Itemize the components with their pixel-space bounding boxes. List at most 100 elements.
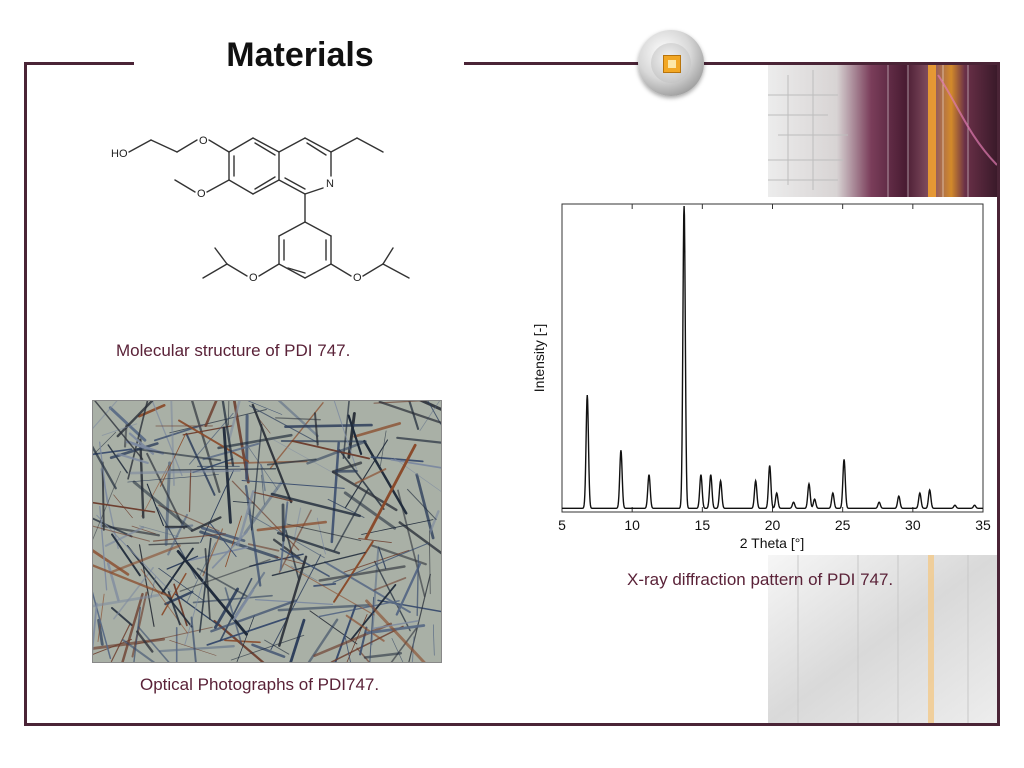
crystal-needle [93, 431, 117, 456]
crystal-needle [347, 411, 356, 459]
crystal-needle [129, 469, 241, 475]
crystal-needle [407, 488, 437, 520]
crystal-needle [228, 401, 230, 426]
crystal-needle [398, 521, 441, 555]
crystal-needle [371, 620, 419, 630]
crystal-needle [378, 401, 441, 424]
crystal-needle [146, 452, 186, 530]
crystal-needle [222, 426, 232, 524]
slide-title: Materials [226, 36, 374, 74]
atom-label-o1: O [199, 135, 208, 147]
crystal-needle [208, 521, 237, 557]
crystal-needle [97, 618, 104, 646]
crystal-needle [289, 618, 306, 662]
xrd-chart: 5 10 15 20 25 30 35 2 Theta [°] Intensity [-] [520, 196, 1000, 571]
crystal-needle [146, 483, 164, 527]
crystal-needle [133, 606, 141, 662]
crystal-needle [274, 556, 306, 565]
crystal-needle [121, 592, 144, 662]
crystal-needle [94, 401, 144, 460]
crystal-needle [179, 558, 271, 592]
crystal-needle [101, 423, 138, 436]
crystal-needle [307, 618, 339, 662]
crystal-needle [241, 480, 345, 489]
crystal-needle [132, 480, 193, 531]
crystal-needle [373, 577, 407, 592]
crystal-needle [361, 519, 434, 535]
crystal-needle [247, 401, 283, 415]
crystal-needle [369, 596, 375, 662]
crystal-needle [93, 591, 112, 660]
crystal-needle [278, 509, 312, 573]
x-tick-label: 5 [558, 517, 566, 533]
crystal-needle [219, 577, 253, 642]
frame-top-left [24, 62, 134, 65]
crystal-needle [169, 409, 267, 434]
crystal-needle [330, 441, 340, 544]
crystal-needle [344, 637, 351, 662]
crystal-needle [93, 525, 150, 542]
crystal-needle [131, 525, 156, 535]
frame-top-right [464, 62, 639, 65]
crystal-needle [190, 616, 197, 662]
crystal-needle [204, 401, 218, 428]
atom-label-n: N [326, 178, 334, 190]
frame-right [997, 62, 1000, 726]
crystal-needle [363, 651, 403, 659]
crystal-needle [314, 412, 319, 446]
crystal-needle [277, 604, 370, 612]
molecular-structure: HO O O N O O [95, 108, 425, 308]
crystal-needle [291, 440, 371, 460]
crystal-needle [178, 419, 250, 463]
crystal-needle [136, 630, 154, 653]
crystal-needle [408, 401, 420, 430]
crystal-needle [190, 516, 222, 532]
crystal-needle [96, 514, 172, 593]
atom-label-o3: O [249, 272, 258, 284]
crystal-needle [251, 643, 286, 658]
crystal-needle [167, 591, 181, 626]
crystal-needle [106, 562, 120, 602]
crystal-needle [284, 423, 373, 429]
optical-photograph [92, 400, 442, 663]
crystal-needle [123, 424, 128, 448]
x-tick-label: 20 [765, 517, 781, 533]
x-tick-label: 25 [835, 517, 851, 533]
crystal-needle [416, 554, 420, 617]
crystal-needle [391, 638, 404, 662]
crystal-needle [161, 572, 187, 616]
crystal-needle [333, 401, 357, 469]
crystal-needle [332, 542, 429, 583]
crystal-needle [160, 547, 194, 595]
crystal-needle [221, 401, 235, 467]
crystal-needle [110, 544, 181, 574]
crystal-needle [253, 491, 293, 502]
crystal-needle [395, 562, 422, 616]
crystal-needle [370, 456, 424, 463]
crystal-needle [152, 533, 226, 542]
crystal-needle [432, 624, 435, 656]
crystal-needle [236, 490, 255, 547]
crystal-needle [374, 560, 411, 632]
crystal-needle [396, 436, 441, 444]
crystal-needle [232, 588, 255, 621]
crystal-needle [429, 530, 431, 595]
crystal-needle [408, 573, 431, 662]
crystal-needle [199, 537, 212, 633]
badge-square-highlight [668, 60, 676, 68]
crystal-needle [330, 625, 404, 662]
atom-label-o4: O [353, 272, 362, 284]
crystal-needle [225, 515, 242, 568]
crystal-needle [93, 517, 133, 538]
crystal-needle [313, 582, 337, 587]
crystal-needle [111, 607, 133, 627]
crystal-needle [210, 599, 298, 633]
crystal-needle [243, 481, 283, 535]
crystal-needle [313, 622, 393, 657]
x-axis-label: 2 Theta [°] [740, 535, 805, 551]
crystal-needle [347, 414, 363, 456]
crystal-needle [150, 576, 156, 599]
crystal-needle [293, 507, 302, 540]
crystal-needle [228, 401, 241, 441]
crystal-needle [107, 444, 128, 474]
